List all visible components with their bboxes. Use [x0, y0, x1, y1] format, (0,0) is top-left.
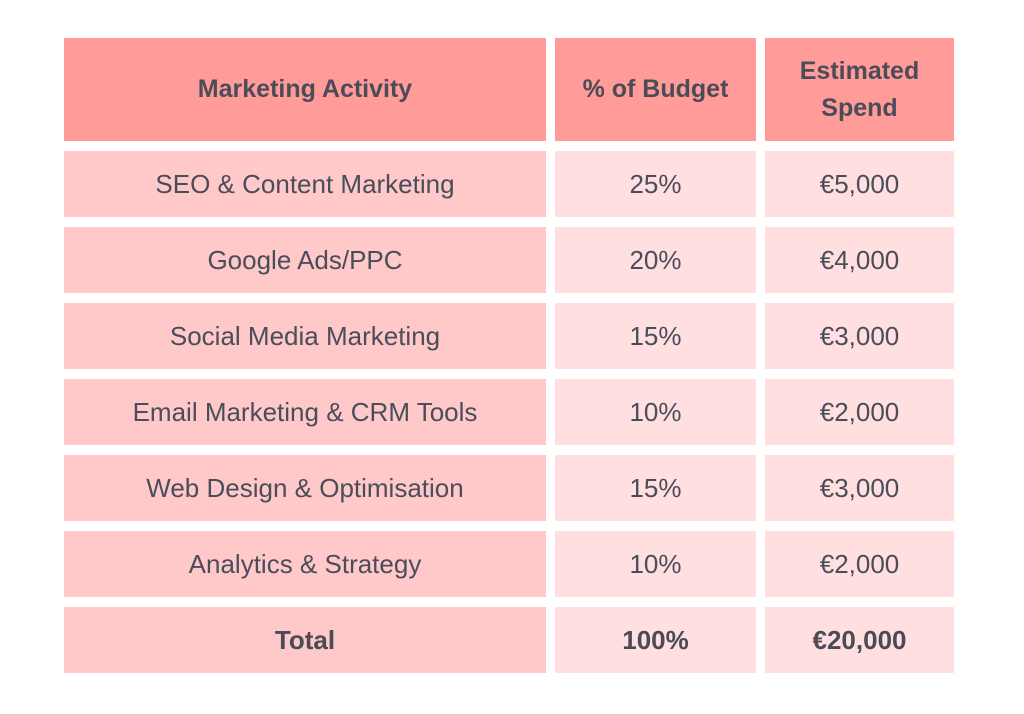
- header-marketing-activity: Marketing Activity: [64, 38, 546, 141]
- row-4-activity: Email Marketing & CRM Tools: [64, 379, 546, 445]
- row-1-percent: 25%: [555, 151, 756, 217]
- row-5-activity: Web Design & Optimisation: [64, 455, 546, 521]
- row-2-percent: 20%: [555, 227, 756, 293]
- row-1-spend: €5,000: [765, 151, 954, 217]
- row-3-percent: 15%: [555, 303, 756, 369]
- row-6-percent: 10%: [555, 531, 756, 597]
- row-4-percent: 10%: [555, 379, 756, 445]
- header-percent-of-budget: % of Budget: [555, 38, 756, 141]
- row-3-activity: Social Media Marketing: [64, 303, 546, 369]
- total-spend: €20,000: [765, 607, 954, 673]
- total-percent: 100%: [555, 607, 756, 673]
- row-3-spend: €3,000: [765, 303, 954, 369]
- row-5-spend: €3,000: [765, 455, 954, 521]
- row-4-spend: €2,000: [765, 379, 954, 445]
- row-2-activity: Google Ads/PPC: [64, 227, 546, 293]
- total-label: Total: [64, 607, 546, 673]
- row-6-spend: €2,000: [765, 531, 954, 597]
- row-6-activity: Analytics & Strategy: [64, 531, 546, 597]
- row-1-activity: SEO & Content Marketing: [64, 151, 546, 217]
- budget-table: Marketing Activity % of Budget Estimated…: [64, 38, 954, 673]
- header-estimated-spend: Estimated Spend: [765, 38, 954, 141]
- row-2-spend: €4,000: [765, 227, 954, 293]
- row-5-percent: 15%: [555, 455, 756, 521]
